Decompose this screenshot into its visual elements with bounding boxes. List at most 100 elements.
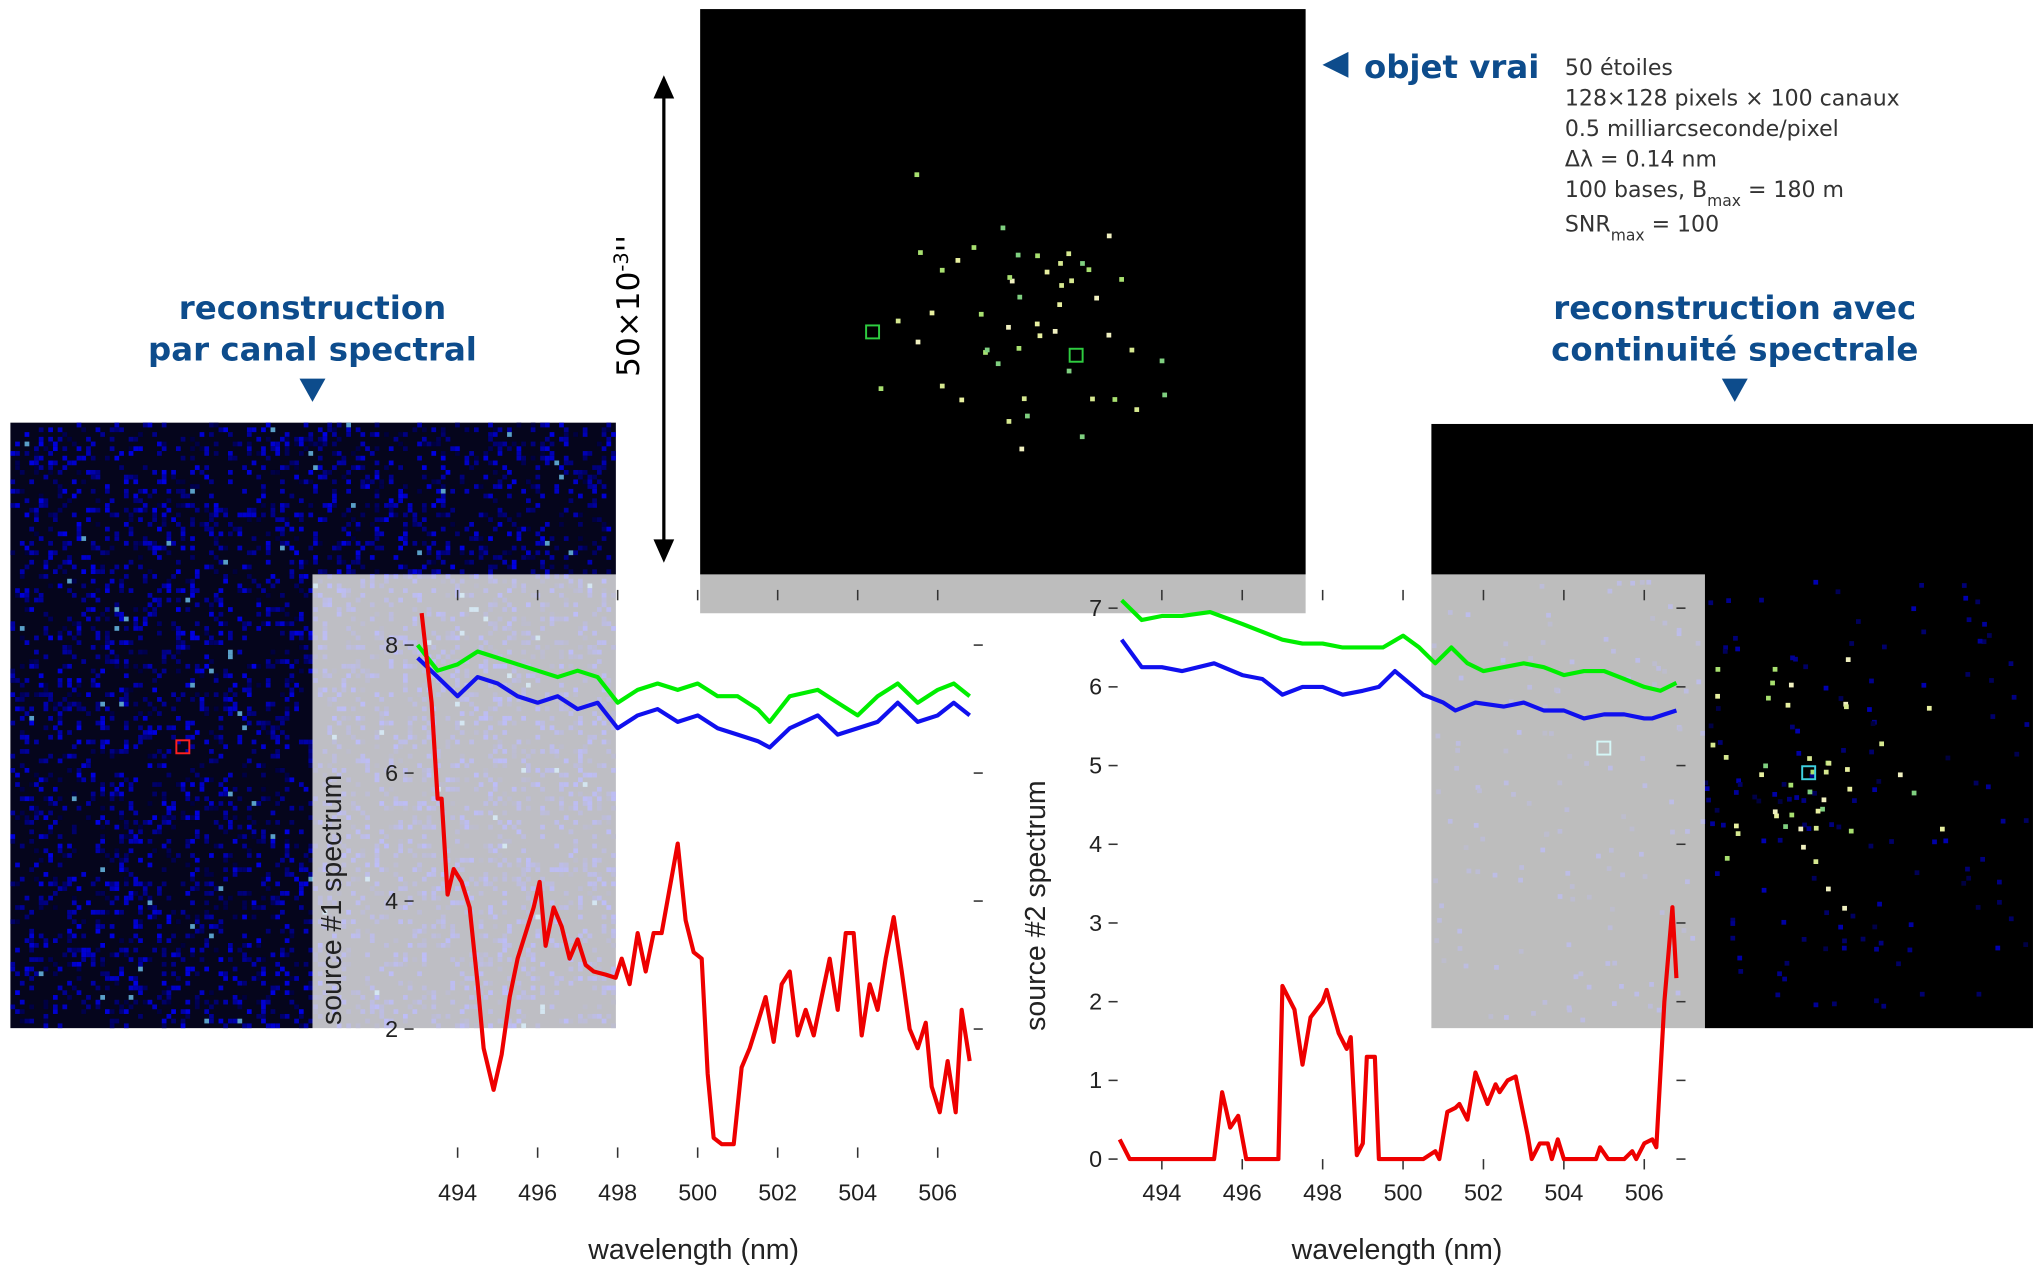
noise-pixel [29,460,35,466]
noise-pixel [34,782,39,787]
noise-pixel [369,451,375,456]
noise-pixel [166,853,172,858]
noise-pixel [123,1023,129,1029]
noise-pixel [19,682,25,688]
noise-pixel [275,914,281,920]
noise-pixel [473,455,479,461]
noise-pixel [601,484,607,489]
noise-pixel [601,522,607,527]
noise-pixel [563,555,569,560]
noise-pixel [270,1009,276,1014]
noise-pixel [90,578,96,584]
noise-pixel [275,985,281,991]
noise-pixel [29,1004,35,1010]
noise-pixel [76,905,82,910]
noise-pixel [516,531,522,537]
noise-pixel [341,540,347,546]
noise-pixel [109,791,115,797]
noise-pixel [1977,638,1983,644]
noise-pixel [123,488,129,494]
noise-pixel [90,980,96,986]
noise-pixel [549,451,555,456]
noise-pixel [194,881,200,887]
noise-pixel [601,460,607,466]
noise-pixel [166,488,172,494]
noise-pixel [488,493,493,499]
noise-pixel [284,924,290,929]
noise-pixel [488,432,493,437]
noise-pixel [483,451,489,456]
noise-pixel [34,451,39,456]
noise-pixel [123,876,129,882]
noise-pixel [48,753,53,759]
parameter-text: 50 étoiles [1565,56,1673,81]
noise-pixel [298,574,304,579]
noise-pixel [355,446,361,452]
noise-pixel [19,715,25,721]
noise-pixel [38,933,44,939]
noise-pixel [81,536,87,541]
noise-pixel [204,838,210,844]
noise-pixel [138,488,143,494]
noise-pixel [190,782,195,787]
noise-pixel [507,531,512,537]
noise-pixel [142,607,148,612]
noise-pixel [393,555,399,560]
noise-pixel [223,791,228,797]
noise-pixel [582,451,588,456]
noise-pixel [450,564,456,570]
noise-pixel [204,474,210,480]
noise-pixel [100,834,106,839]
noise-pixel [166,588,172,593]
noise-pixel [516,446,522,452]
noise-pixel [190,801,195,806]
noise-pixel [213,441,219,447]
noise-pixel [15,488,20,494]
noise-pixel [280,465,285,470]
noise-pixel [71,578,77,584]
noise-pixel [119,966,124,972]
noise-pixel [100,432,106,437]
y-axis-label: source #1 spectrum [316,775,348,1025]
noise-pixel [119,427,124,433]
noise-pixel [275,734,281,740]
noise-pixel [601,465,607,470]
noise-pixel [161,503,167,508]
noise-pixel [15,465,20,470]
noise-pixel [15,697,20,702]
noise-pixel [114,749,120,754]
noise-pixel [209,801,214,806]
noise-pixel [128,640,134,645]
noise-pixel [507,446,512,452]
noise-pixel [1717,740,1723,745]
noise-pixel [223,697,228,702]
noise-pixel [308,668,314,674]
noise-pixel [161,659,167,664]
noise-pixel [251,900,257,906]
noise-pixel [261,427,266,433]
noise-pixel [171,824,176,830]
noise-pixel [360,441,366,447]
noise-pixel [48,881,53,887]
noise-pixel [237,999,243,1005]
noise-pixel [175,512,181,518]
noise-pixel [190,924,195,929]
noise-pixel [100,909,106,915]
noise-pixel [142,730,148,735]
noise-pixel [15,588,20,593]
noise-pixel [294,1004,299,1010]
noise-pixel [133,744,139,750]
noise-pixel [19,635,25,641]
noise-pixel [280,947,285,953]
noise-pixel [308,512,314,518]
noise-pixel [171,805,176,811]
noise-pixel [114,536,120,541]
noise-pixel [76,725,82,731]
noise-pixel [365,540,370,546]
noise-pixel [284,611,290,617]
noise-pixel [166,914,172,920]
noise-pixel [29,607,35,612]
noise-pixel [76,640,82,645]
noise-pixel [213,597,219,603]
noise-pixel [275,536,281,541]
